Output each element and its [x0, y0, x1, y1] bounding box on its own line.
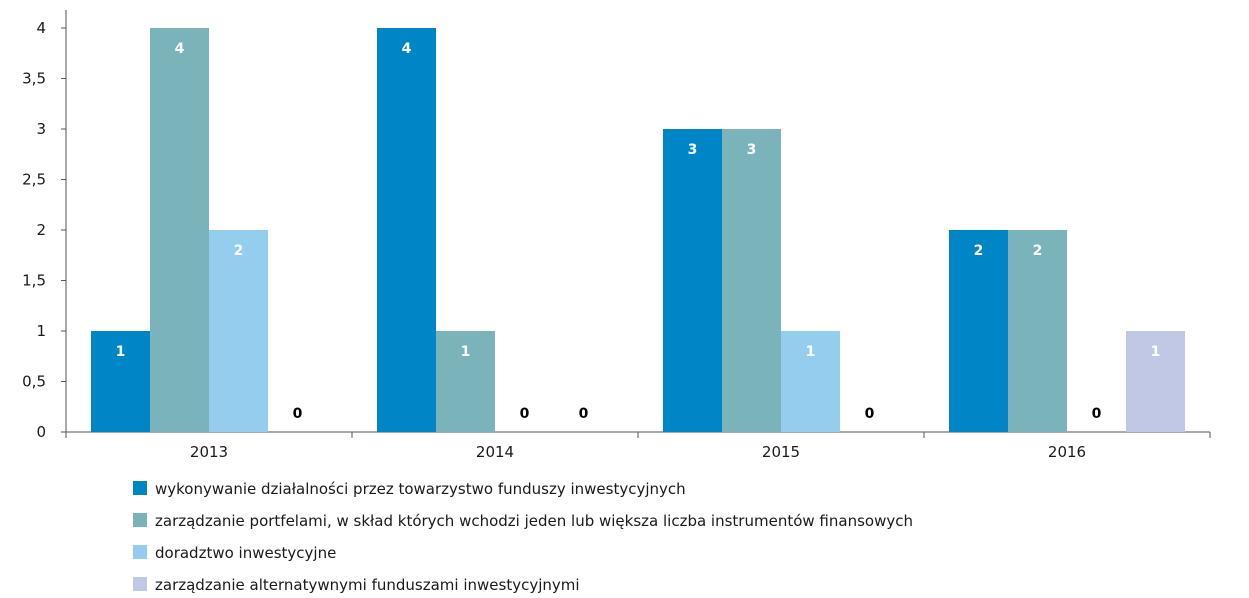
y-tick-label: 4 [36, 19, 46, 37]
value-label: 2 [974, 243, 984, 259]
y-tick-label: 0 [36, 423, 46, 441]
x-tick-label: 2014 [476, 443, 514, 461]
legend-label: zarządzanie portfelami, w skład których … [155, 512, 913, 530]
y-tick-label: 1 [36, 322, 46, 340]
legend-swatch [133, 513, 147, 527]
value-label: 0 [579, 406, 589, 422]
bar [91, 331, 150, 432]
legend-label: zarządzanie alternatywnymi funduszami in… [155, 576, 580, 594]
legend-swatch [133, 577, 147, 591]
value-label: 1 [806, 344, 816, 360]
value-label: 2 [234, 243, 244, 259]
y-tick-label: 0,5 [22, 373, 46, 391]
value-label: 1 [461, 344, 471, 360]
bar [1126, 331, 1185, 432]
legend-swatch [133, 481, 147, 495]
bar [150, 28, 209, 432]
legend-label: doradztwo inwestycyjne [155, 544, 336, 562]
y-tick-label: 2 [36, 221, 46, 239]
value-label: 0 [1092, 406, 1102, 422]
value-label: 0 [865, 406, 875, 422]
value-label: 0 [520, 406, 530, 422]
y-tick-label: 3 [36, 120, 46, 138]
value-label: 3 [688, 142, 698, 158]
value-label: 3 [747, 142, 757, 158]
legend-label: wykonywanie działalności przez towarzyst… [155, 480, 686, 498]
x-tick-label: 2015 [762, 443, 800, 461]
bar [949, 230, 1008, 432]
bar [1008, 230, 1067, 432]
bar [377, 28, 436, 432]
bar [436, 331, 495, 432]
bar [209, 230, 268, 432]
legend-swatch [133, 545, 147, 559]
bar [781, 331, 840, 432]
y-tick-label: 1,5 [22, 272, 46, 290]
value-label: 4 [175, 41, 185, 57]
value-label: 4 [402, 41, 412, 57]
y-tick-label: 2,5 [22, 171, 46, 189]
x-tick-label: 2016 [1048, 443, 1086, 461]
bar [722, 129, 781, 432]
value-label: 0 [293, 406, 303, 422]
value-label: 2 [1033, 243, 1043, 259]
bar [663, 129, 722, 432]
x-tick-label: 2013 [190, 443, 228, 461]
y-tick-label: 3,5 [22, 70, 46, 88]
value-label: 1 [1151, 344, 1161, 360]
value-label: 1 [116, 344, 126, 360]
